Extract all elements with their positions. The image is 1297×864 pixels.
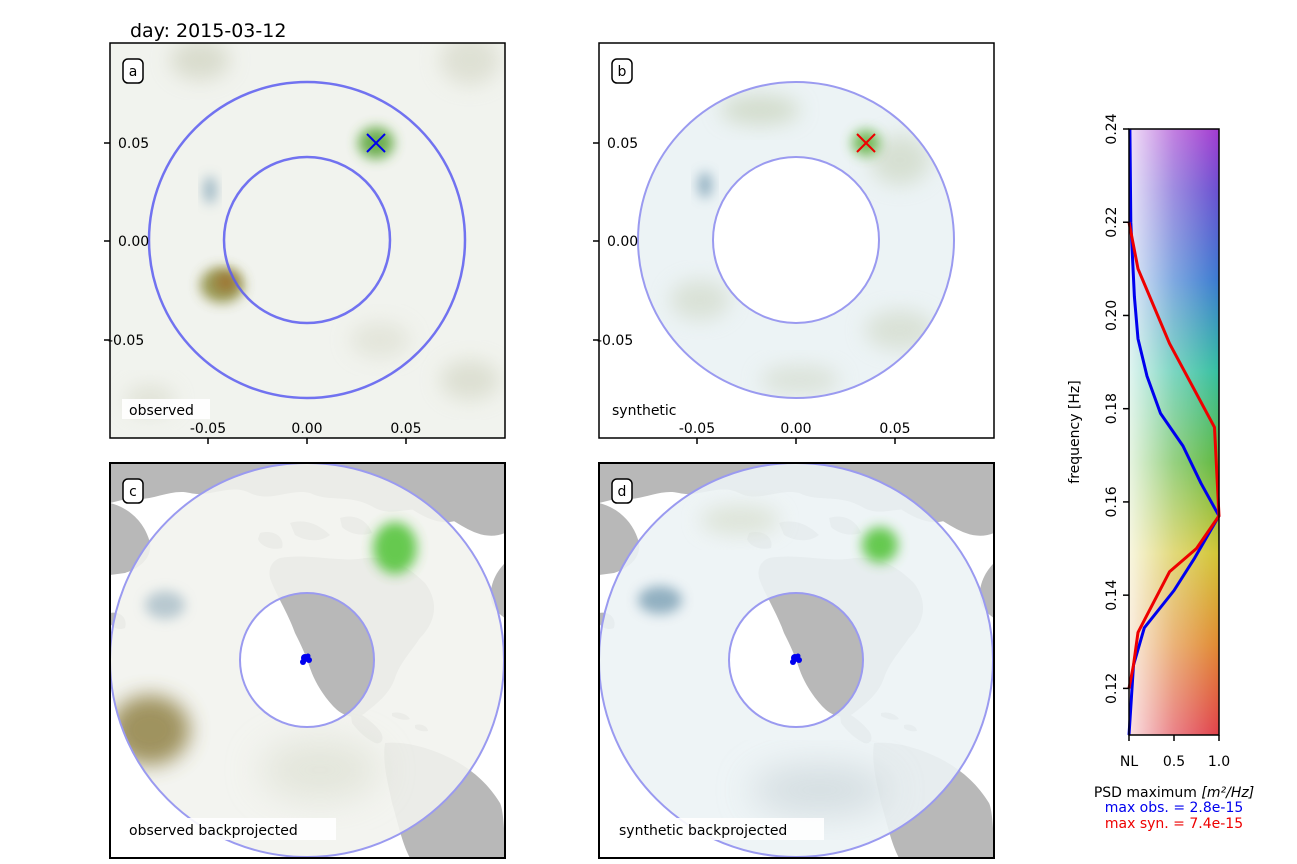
xtick-a-2: 0.00 [291, 421, 322, 437]
outer-ring-b [637, 81, 955, 399]
tag-box-b [611, 58, 633, 84]
spectrum-xtick-label: 0.5 [1163, 754, 1185, 770]
inner-ring-d [728, 592, 864, 728]
spectrum-xtick-label: 1.0 [1208, 754, 1230, 770]
frame-c [109, 462, 506, 859]
tag-d: d [618, 484, 627, 500]
inner-ring-b [712, 156, 880, 324]
outer-ring-a [147, 80, 467, 400]
tag-box-d [611, 478, 633, 504]
max-marker-b [856, 133, 876, 153]
caption-b: synthetic [612, 403, 677, 419]
series-line-syn [1127, 221, 1221, 689]
caption-a: observed [129, 403, 194, 419]
tag-box-a [122, 58, 144, 84]
ytick-b-3: -0.05 [597, 333, 633, 349]
xtick-b-3: 0.05 [879, 421, 910, 437]
spectrum-ylabel: frequency [Hz] [1067, 380, 1083, 483]
tag-a: a [129, 64, 138, 80]
caption-d: synthetic backprojected [619, 823, 787, 839]
spectrum-xlabel-unit: [m²/Hz] [1201, 785, 1254, 801]
xtick-a-3: 0.05 [390, 421, 421, 437]
day-label: day: 2015-03-12 [130, 20, 286, 42]
panel-b: b synthetic 0.05 0.00 -0.05 -0.05 0.00 0… [593, 42, 995, 444]
station-cluster-d [790, 653, 802, 665]
ytick-a-1: 0.05 [118, 136, 149, 152]
spectrum-xtick-label: NL [1120, 754, 1138, 770]
spectrum-xlabel-prefix: PSD maximum [1094, 785, 1202, 801]
spectrum-ytick-label: 0.12 [1104, 673, 1120, 704]
caption-c: observed backprojected [129, 823, 298, 839]
spectrum-ytick-label: 0.16 [1104, 486, 1120, 517]
spectrum-ytick-label: 0.18 [1104, 393, 1120, 424]
spectrum-x-axis: NL 0.5 1.0 [1120, 735, 1230, 770]
series-layer [1127, 128, 1221, 736]
series-line-obs [1127, 128, 1221, 736]
ytick-b-1: 0.05 [607, 136, 638, 152]
max-obs-annotation: max obs. = 2.8e-15 [1105, 800, 1244, 816]
max-syn-annotation: max syn. = 7.4e-15 [1105, 816, 1243, 832]
panel-a: a observed 0.05 0.00 -0.05 -0.05 0.00 0.… [104, 42, 506, 444]
spectrum-chart: 0.12 0.14 0.16 0.18 0.20 0.22 0.24 NL 0.5 1.0 fr… [1067, 113, 1254, 832]
ytick-b-2: 0.00 [607, 234, 638, 250]
tag-box-c [122, 478, 144, 504]
spectrum-ytick-label: 0.22 [1104, 207, 1120, 238]
inner-ring-c [239, 592, 375, 728]
spectrum-ytick-label: 0.20 [1104, 300, 1120, 331]
spectrum-xlabel: PSD maximum [m²/Hz] [1094, 785, 1254, 801]
inner-ring-a [222, 155, 392, 325]
tag-b: b [618, 64, 627, 80]
frame-d [598, 462, 995, 859]
xtick-b-2: 0.00 [780, 421, 811, 437]
max-marker-a [366, 133, 386, 153]
xtick-a-1: -0.05 [190, 421, 226, 437]
tag-c: c [129, 484, 137, 500]
panel-d: d synthetic backprojected [598, 462, 995, 859]
xtick-b-1: -0.05 [679, 421, 715, 437]
station-cluster-c [300, 653, 312, 665]
spectrum-ytick-label: 0.24 [1104, 113, 1120, 144]
spectrum-y-axis: 0.12 0.14 0.16 0.18 0.20 0.22 0.24 [1104, 113, 1129, 704]
panel-c: c observed backprojected [109, 462, 506, 859]
ytick-a-2: 0.00 [118, 234, 149, 250]
ytick-a-3: -0.05 [108, 333, 144, 349]
spectrum-ytick-label: 0.14 [1104, 579, 1120, 610]
